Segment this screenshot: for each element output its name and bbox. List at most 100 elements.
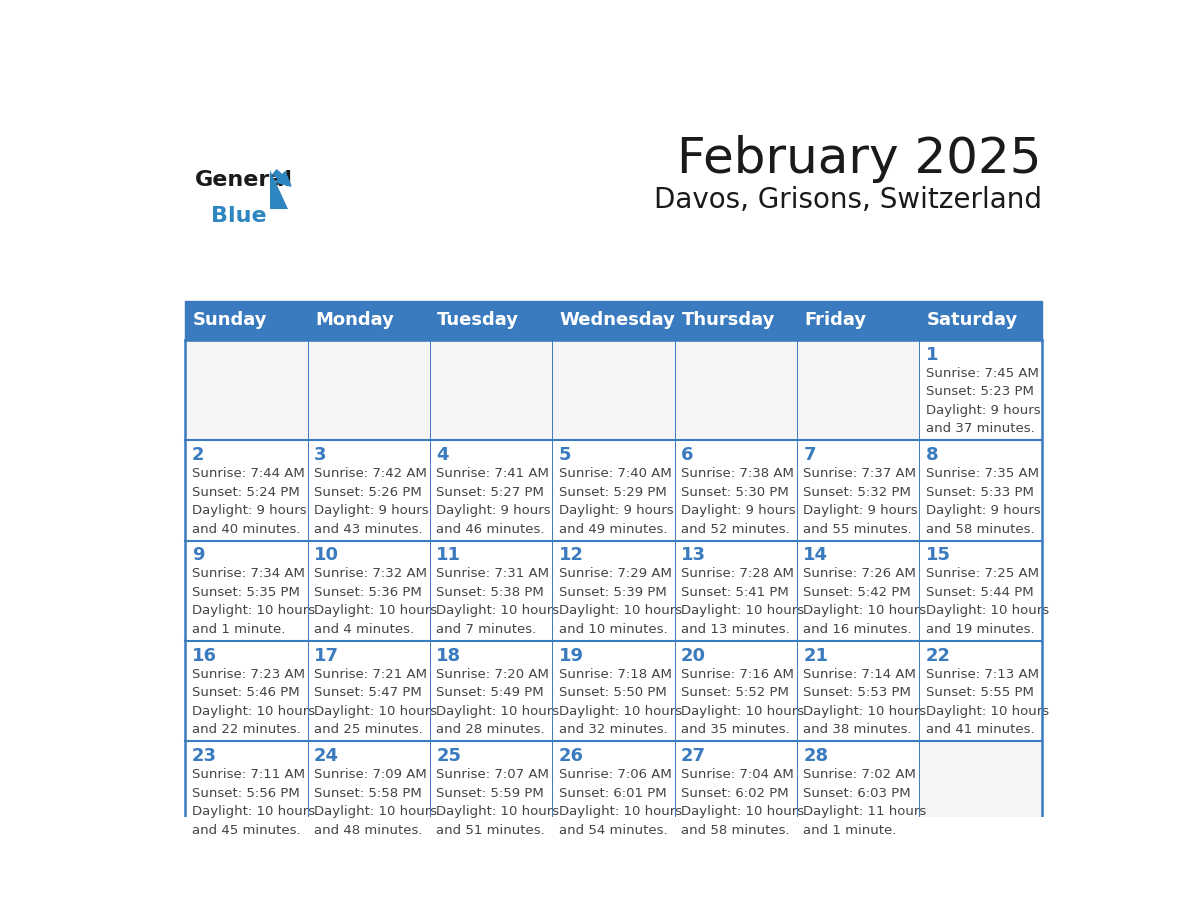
- FancyBboxPatch shape: [185, 641, 308, 742]
- Text: Sunrise: 7:28 AM
Sunset: 5:41 PM
Daylight: 10 hours
and 13 minutes.: Sunrise: 7:28 AM Sunset: 5:41 PM Dayligh…: [681, 567, 804, 636]
- Text: 24: 24: [314, 747, 339, 765]
- Text: 15: 15: [925, 546, 950, 565]
- FancyBboxPatch shape: [185, 301, 1042, 340]
- Text: Monday: Monday: [315, 311, 394, 330]
- FancyBboxPatch shape: [920, 742, 1042, 842]
- Text: Sunrise: 7:23 AM
Sunset: 5:46 PM
Daylight: 10 hours
and 22 minutes.: Sunrise: 7:23 AM Sunset: 5:46 PM Dayligh…: [191, 668, 315, 736]
- Text: 26: 26: [558, 747, 583, 765]
- Text: Sunrise: 7:09 AM
Sunset: 5:58 PM
Daylight: 10 hours
and 48 minutes.: Sunrise: 7:09 AM Sunset: 5:58 PM Dayligh…: [314, 768, 437, 836]
- Text: Sunrise: 7:06 AM
Sunset: 6:01 PM
Daylight: 10 hours
and 54 minutes.: Sunrise: 7:06 AM Sunset: 6:01 PM Dayligh…: [558, 768, 682, 836]
- FancyBboxPatch shape: [430, 541, 552, 641]
- FancyBboxPatch shape: [920, 340, 1042, 441]
- Text: Sunrise: 7:11 AM
Sunset: 5:56 PM
Daylight: 10 hours
and 45 minutes.: Sunrise: 7:11 AM Sunset: 5:56 PM Dayligh…: [191, 768, 315, 836]
- Text: Sunday: Sunday: [192, 311, 267, 330]
- Text: 27: 27: [681, 747, 706, 765]
- FancyBboxPatch shape: [308, 742, 430, 842]
- Text: Sunrise: 7:21 AM
Sunset: 5:47 PM
Daylight: 10 hours
and 25 minutes.: Sunrise: 7:21 AM Sunset: 5:47 PM Dayligh…: [314, 668, 437, 736]
- Text: 16: 16: [191, 646, 216, 665]
- FancyBboxPatch shape: [185, 541, 308, 641]
- FancyBboxPatch shape: [552, 641, 675, 742]
- Text: 5: 5: [558, 446, 571, 464]
- FancyBboxPatch shape: [430, 441, 552, 541]
- Text: 21: 21: [803, 646, 828, 665]
- FancyBboxPatch shape: [920, 641, 1042, 742]
- Text: Friday: Friday: [804, 311, 866, 330]
- Text: Sunrise: 7:16 AM
Sunset: 5:52 PM
Daylight: 10 hours
and 35 minutes.: Sunrise: 7:16 AM Sunset: 5:52 PM Dayligh…: [681, 668, 804, 736]
- Text: Sunrise: 7:04 AM
Sunset: 6:02 PM
Daylight: 10 hours
and 58 minutes.: Sunrise: 7:04 AM Sunset: 6:02 PM Dayligh…: [681, 768, 804, 836]
- Text: February 2025: February 2025: [677, 135, 1042, 183]
- FancyBboxPatch shape: [185, 340, 308, 441]
- Text: Sunrise: 7:44 AM
Sunset: 5:24 PM
Daylight: 9 hours
and 40 minutes.: Sunrise: 7:44 AM Sunset: 5:24 PM Dayligh…: [191, 467, 307, 535]
- Text: Sunrise: 7:38 AM
Sunset: 5:30 PM
Daylight: 9 hours
and 52 minutes.: Sunrise: 7:38 AM Sunset: 5:30 PM Dayligh…: [681, 467, 796, 535]
- Text: Wednesday: Wednesday: [560, 311, 676, 330]
- FancyBboxPatch shape: [797, 641, 920, 742]
- FancyBboxPatch shape: [797, 340, 920, 441]
- Text: 19: 19: [558, 646, 583, 665]
- Text: 1: 1: [925, 345, 939, 364]
- FancyBboxPatch shape: [308, 641, 430, 742]
- Text: Sunrise: 7:42 AM
Sunset: 5:26 PM
Daylight: 9 hours
and 43 minutes.: Sunrise: 7:42 AM Sunset: 5:26 PM Dayligh…: [314, 467, 429, 535]
- Text: Sunrise: 7:13 AM
Sunset: 5:55 PM
Daylight: 10 hours
and 41 minutes.: Sunrise: 7:13 AM Sunset: 5:55 PM Dayligh…: [925, 668, 1049, 736]
- Text: 9: 9: [191, 546, 204, 565]
- FancyBboxPatch shape: [920, 541, 1042, 641]
- Text: Sunrise: 7:26 AM
Sunset: 5:42 PM
Daylight: 10 hours
and 16 minutes.: Sunrise: 7:26 AM Sunset: 5:42 PM Dayligh…: [803, 567, 927, 636]
- Text: 23: 23: [191, 747, 216, 765]
- Text: 2: 2: [191, 446, 204, 464]
- Text: Sunrise: 7:20 AM
Sunset: 5:49 PM
Daylight: 10 hours
and 28 minutes.: Sunrise: 7:20 AM Sunset: 5:49 PM Dayligh…: [436, 668, 560, 736]
- Text: Sunrise: 7:40 AM
Sunset: 5:29 PM
Daylight: 9 hours
and 49 minutes.: Sunrise: 7:40 AM Sunset: 5:29 PM Dayligh…: [558, 467, 674, 535]
- Text: 10: 10: [314, 546, 339, 565]
- FancyBboxPatch shape: [430, 742, 552, 842]
- Text: 25: 25: [436, 747, 461, 765]
- Text: Sunrise: 7:37 AM
Sunset: 5:32 PM
Daylight: 9 hours
and 55 minutes.: Sunrise: 7:37 AM Sunset: 5:32 PM Dayligh…: [803, 467, 918, 535]
- FancyBboxPatch shape: [797, 541, 920, 641]
- Text: 4: 4: [436, 446, 449, 464]
- FancyBboxPatch shape: [797, 742, 920, 842]
- Text: Sunrise: 7:31 AM
Sunset: 5:38 PM
Daylight: 10 hours
and 7 minutes.: Sunrise: 7:31 AM Sunset: 5:38 PM Dayligh…: [436, 567, 560, 636]
- Text: 13: 13: [681, 546, 706, 565]
- Text: Sunrise: 7:29 AM
Sunset: 5:39 PM
Daylight: 10 hours
and 10 minutes.: Sunrise: 7:29 AM Sunset: 5:39 PM Dayligh…: [558, 567, 682, 636]
- FancyBboxPatch shape: [797, 441, 920, 541]
- Text: Sunrise: 7:14 AM
Sunset: 5:53 PM
Daylight: 10 hours
and 38 minutes.: Sunrise: 7:14 AM Sunset: 5:53 PM Dayligh…: [803, 668, 927, 736]
- FancyBboxPatch shape: [675, 742, 797, 842]
- Text: Blue: Blue: [211, 206, 267, 226]
- FancyBboxPatch shape: [552, 541, 675, 641]
- Text: Sunrise: 7:41 AM
Sunset: 5:27 PM
Daylight: 9 hours
and 46 minutes.: Sunrise: 7:41 AM Sunset: 5:27 PM Dayligh…: [436, 467, 551, 535]
- Text: Sunrise: 7:32 AM
Sunset: 5:36 PM
Daylight: 10 hours
and 4 minutes.: Sunrise: 7:32 AM Sunset: 5:36 PM Dayligh…: [314, 567, 437, 636]
- Text: 6: 6: [681, 446, 694, 464]
- FancyBboxPatch shape: [920, 441, 1042, 541]
- Text: Sunrise: 7:07 AM
Sunset: 5:59 PM
Daylight: 10 hours
and 51 minutes.: Sunrise: 7:07 AM Sunset: 5:59 PM Dayligh…: [436, 768, 560, 836]
- Text: General: General: [195, 170, 292, 190]
- FancyBboxPatch shape: [185, 441, 308, 541]
- Text: Sunrise: 7:25 AM
Sunset: 5:44 PM
Daylight: 10 hours
and 19 minutes.: Sunrise: 7:25 AM Sunset: 5:44 PM Dayligh…: [925, 567, 1049, 636]
- Text: 14: 14: [803, 546, 828, 565]
- Text: Tuesday: Tuesday: [437, 311, 519, 330]
- FancyBboxPatch shape: [552, 340, 675, 441]
- Text: 8: 8: [925, 446, 939, 464]
- Text: 18: 18: [436, 646, 462, 665]
- FancyBboxPatch shape: [675, 340, 797, 441]
- Text: Thursday: Thursday: [682, 311, 776, 330]
- Text: 22: 22: [925, 646, 950, 665]
- Text: Sunrise: 7:34 AM
Sunset: 5:35 PM
Daylight: 10 hours
and 1 minute.: Sunrise: 7:34 AM Sunset: 5:35 PM Dayligh…: [191, 567, 315, 636]
- FancyBboxPatch shape: [308, 441, 430, 541]
- Polygon shape: [270, 170, 289, 209]
- Text: Sunrise: 7:35 AM
Sunset: 5:33 PM
Daylight: 9 hours
and 58 minutes.: Sunrise: 7:35 AM Sunset: 5:33 PM Dayligh…: [925, 467, 1041, 535]
- Text: Sunrise: 7:18 AM
Sunset: 5:50 PM
Daylight: 10 hours
and 32 minutes.: Sunrise: 7:18 AM Sunset: 5:50 PM Dayligh…: [558, 668, 682, 736]
- FancyBboxPatch shape: [430, 641, 552, 742]
- Text: 7: 7: [803, 446, 816, 464]
- Text: Davos, Grisons, Switzerland: Davos, Grisons, Switzerland: [653, 185, 1042, 214]
- Text: Saturday: Saturday: [927, 311, 1018, 330]
- FancyBboxPatch shape: [430, 340, 552, 441]
- Text: Sunrise: 7:45 AM
Sunset: 5:23 PM
Daylight: 9 hours
and 37 minutes.: Sunrise: 7:45 AM Sunset: 5:23 PM Dayligh…: [925, 367, 1041, 435]
- FancyBboxPatch shape: [308, 541, 430, 641]
- Text: Sunrise: 7:02 AM
Sunset: 6:03 PM
Daylight: 11 hours
and 1 minute.: Sunrise: 7:02 AM Sunset: 6:03 PM Dayligh…: [803, 768, 927, 836]
- FancyBboxPatch shape: [675, 641, 797, 742]
- FancyBboxPatch shape: [308, 340, 430, 441]
- Text: 12: 12: [558, 546, 583, 565]
- Text: 20: 20: [681, 646, 706, 665]
- Text: 28: 28: [803, 747, 828, 765]
- Text: 3: 3: [314, 446, 327, 464]
- FancyBboxPatch shape: [185, 742, 308, 842]
- FancyBboxPatch shape: [552, 742, 675, 842]
- FancyBboxPatch shape: [675, 541, 797, 641]
